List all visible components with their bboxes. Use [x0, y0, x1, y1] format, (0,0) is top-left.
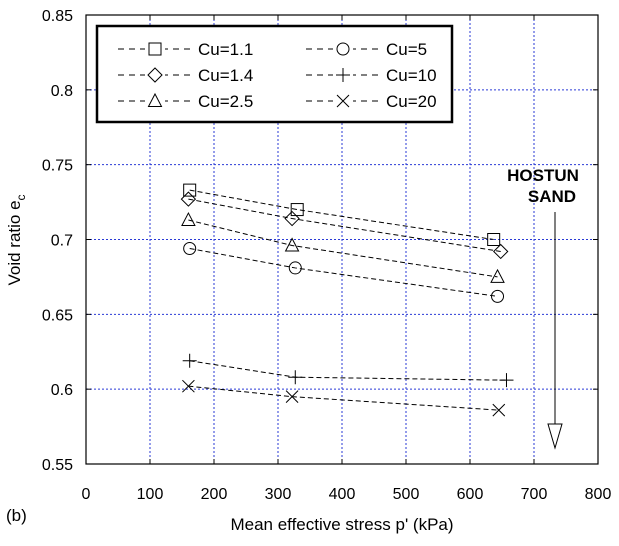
series-cu-10: [182, 353, 514, 388]
data-point: [492, 403, 506, 417]
x-tick-label: 0: [82, 486, 91, 503]
series-cu-2-5: [181, 211, 505, 283]
series-cu-5: [183, 241, 505, 303]
legend-marker-icon: [147, 67, 163, 83]
y-tick-label: 0.85: [42, 8, 73, 25]
legend-label: Cu=1.1: [198, 40, 253, 59]
data-point: [288, 370, 303, 385]
data-point: [284, 237, 300, 252]
x-tick-label: 500: [393, 486, 420, 503]
x-axis-title: Mean effective stress p' (kPa): [230, 515, 453, 534]
data-point: [288, 261, 302, 275]
series-cu-1-1: [183, 183, 501, 246]
y-tick-label: 0.7: [51, 233, 73, 250]
x-tick-label: 700: [521, 486, 548, 503]
y-tick-label: 0.65: [42, 307, 73, 324]
y-axis-title-group: Void ratio ec: [5, 194, 28, 285]
legend-item: Cu=10: [306, 66, 437, 85]
legend-item: Cu=5: [306, 40, 427, 59]
data-point: [491, 289, 505, 303]
annotation-line-1: HOSTUN: [507, 166, 579, 185]
y-axis-title-subscript: c: [14, 194, 28, 200]
legend-item: Cu=20: [306, 92, 437, 111]
series-cu-20: [182, 379, 506, 417]
data-point: [182, 379, 195, 393]
data-point: [284, 210, 300, 227]
series-line: [189, 247, 498, 297]
data-point: [183, 183, 197, 197]
legend-item: Cu=1.1: [118, 40, 253, 59]
data-point: [290, 203, 304, 217]
series-line: [188, 198, 501, 252]
y-axis-title: Void ratio ec: [5, 194, 28, 285]
data-point: [183, 241, 197, 255]
data-point: [487, 233, 501, 246]
y-tick-label: 0.75: [42, 158, 73, 175]
y-tick-label: 0.6: [51, 382, 73, 399]
annotation-line-2: SAND: [528, 187, 576, 206]
data-point: [499, 373, 514, 388]
legend-marker-icon: [336, 94, 350, 108]
x-tick-label: 300: [265, 486, 292, 503]
legend-label: Cu=2.5: [198, 92, 253, 111]
legend-label: Cu=5: [386, 40, 427, 59]
y-tick-label: 0.55: [42, 457, 73, 474]
legend-marker-icon: [336, 68, 350, 82]
x-tick-label: 400: [329, 486, 356, 503]
legend-marker-icon: [336, 42, 350, 56]
legend-label: Cu=10: [386, 66, 437, 85]
series-group: [180, 183, 514, 417]
x-tick-label: 600: [457, 486, 484, 503]
axis-ticks: 0 100 200 300 400 500 600 700 800 0.55 0.6 0.65 0.7 0…: [42, 8, 612, 503]
y-tick-label: 0.8: [51, 83, 73, 100]
y-axis-title-main: Void ratio e: [5, 200, 24, 285]
data-point: [490, 268, 505, 283]
x-tick-label: 200: [201, 486, 228, 503]
legend-item: Cu=1.4: [118, 66, 253, 85]
panel-label: (b): [6, 506, 27, 525]
series-line: [189, 189, 494, 240]
legend-marker-icon: [147, 92, 163, 107]
hostun-sand-annotation: HOSTUN SAND: [507, 166, 579, 450]
legend-label: Cu=1.4: [198, 66, 253, 85]
data-point: [182, 353, 197, 368]
legend-marker-icon: [148, 42, 162, 56]
x-tick-label: 800: [585, 486, 612, 503]
data-point: [181, 211, 196, 227]
series-line: [188, 219, 498, 278]
series-line: [188, 385, 499, 411]
data-point: [493, 243, 509, 260]
x-tick-label: 100: [137, 486, 164, 503]
series-line: [189, 360, 507, 381]
arrow-head-icon: [547, 423, 563, 450]
data-point: [180, 191, 197, 207]
legend-label: Cu=20: [386, 92, 437, 111]
series-cu-1-4: [180, 191, 509, 260]
legend: Cu=1.1 Cu=1.4 Cu=2.5 Cu=5 Cu=10 Cu=20: [95, 24, 454, 124]
data-point: [285, 390, 299, 404]
legend-item: Cu=2.5: [118, 92, 253, 111]
